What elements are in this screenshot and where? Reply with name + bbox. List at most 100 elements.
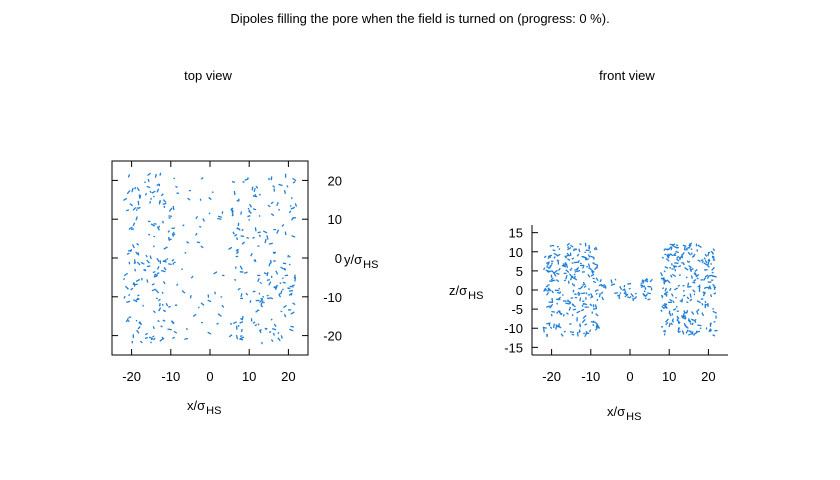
top-view-dipole	[156, 265, 160, 270]
top-view-dipole	[278, 293, 282, 298]
front-view-dipole	[699, 327, 702, 330]
top-view-dipole	[134, 268, 137, 272]
top-view-dipole	[217, 215, 222, 218]
top-view-dipole	[168, 215, 172, 218]
front-view-dipole	[685, 310, 689, 314]
top-view-dipole	[258, 234, 261, 238]
top-view-dipole	[152, 337, 156, 341]
front-view-dipole	[551, 297, 554, 302]
front-view-dipole	[665, 257, 670, 262]
front-view-dipole	[564, 255, 568, 259]
top-view-dipole	[289, 285, 294, 288]
front-view-dipole	[549, 245, 552, 248]
front-view-dipole	[709, 329, 713, 332]
front-view-dipole	[569, 268, 572, 272]
top-view-dipole	[288, 292, 293, 296]
top-view-dipole	[185, 327, 189, 330]
front-view-dipole	[662, 278, 665, 281]
top-view-dipole	[158, 302, 161, 307]
top-view-dipole	[282, 281, 286, 284]
front-view-dipole	[674, 287, 679, 291]
front-view-dipole	[588, 267, 592, 271]
front-view-dipole	[592, 277, 595, 280]
front-view-dipole	[686, 260, 689, 263]
front-view-dipole	[546, 265, 549, 269]
front-view-dipole	[551, 310, 555, 313]
top-view-dipole	[278, 292, 281, 295]
top-view-dipole	[151, 283, 155, 286]
front-view-dipole	[553, 252, 558, 256]
top-view-dipole	[262, 295, 265, 298]
front-view-dipole	[568, 273, 573, 278]
top-view-dipole	[126, 189, 131, 195]
front-view-dipole	[643, 290, 646, 293]
front-view-dipole	[676, 244, 679, 247]
top-view-dipole	[123, 295, 126, 299]
front-view-dipole	[695, 273, 700, 278]
top-view-dipole	[123, 272, 129, 277]
front-view-dipole	[583, 285, 587, 289]
front-view-dipole	[682, 263, 685, 266]
top-view-dipole	[200, 176, 204, 180]
front-view-dipole	[647, 292, 652, 295]
top-view-dipole	[241, 241, 246, 245]
front-view-dipole	[682, 244, 687, 247]
front-view-dipole	[633, 295, 638, 300]
front-view-dipole	[594, 266, 599, 271]
front-view-dipole	[694, 269, 698, 273]
top-view-dipole	[254, 227, 257, 232]
front-view-dipole	[596, 314, 599, 317]
front-view-dipole	[710, 263, 713, 265]
top-view-dipole	[162, 202, 167, 205]
top-view-dipole	[161, 291, 164, 295]
top-view-dipole	[262, 301, 265, 304]
front-view-dipole	[619, 292, 622, 295]
front-view-dipole	[670, 253, 674, 257]
top-view-dipole	[161, 303, 164, 306]
front-view-dipole	[545, 305, 551, 308]
front-view-dipole	[645, 277, 649, 281]
top-view-dipole	[146, 259, 150, 264]
front-view-dipole	[555, 326, 558, 330]
front-view-dipole	[668, 312, 672, 317]
front-view-dipole	[562, 265, 567, 268]
front-view-dipole	[697, 244, 702, 249]
top-view-dipole	[248, 209, 251, 212]
top-view-dipole	[269, 259, 272, 264]
front-view-dipole	[692, 281, 695, 284]
front-view-dipole	[703, 286, 708, 290]
top-view-dipole	[163, 310, 167, 313]
top-view-dipole	[128, 226, 133, 230]
front-view-dipole	[713, 292, 717, 295]
front-view-dipole	[672, 308, 677, 311]
top-view-dipole	[273, 251, 277, 255]
top-view-dipole	[262, 230, 268, 234]
top-view-dipole	[266, 278, 271, 281]
front-view-dipole	[703, 277, 707, 280]
front-view-dipole	[673, 245, 678, 249]
top-view-dipole	[258, 215, 261, 217]
top-view-dipole	[287, 254, 290, 258]
front-view-x-tick-label: 0	[626, 369, 633, 384]
top-view-dipole	[258, 292, 261, 295]
front-view-dipole	[686, 301, 689, 304]
top-view-dipole	[139, 321, 142, 326]
front-view-dipole	[669, 298, 673, 302]
front-view-dipole	[550, 277, 554, 281]
front-view-dipole	[600, 291, 604, 295]
front-view-dipole	[543, 255, 547, 259]
top-view-y-tick-label: -10	[323, 290, 342, 305]
front-view-dipole	[707, 259, 711, 264]
front-view-dipole	[542, 326, 547, 329]
top-view-dipole	[289, 205, 292, 208]
front-view-dipole	[681, 315, 686, 318]
top-view-dipole	[137, 326, 141, 330]
front-view-dipole	[675, 296, 677, 299]
top-view-dipole	[264, 238, 267, 244]
front-view-dipole	[684, 324, 688, 328]
top-view-x-tick-label: 10	[242, 369, 256, 384]
top-view-dipole	[156, 226, 160, 231]
top-view-dipole	[162, 199, 167, 203]
top-view-dipole	[129, 249, 133, 253]
top-view-dipole	[248, 218, 251, 221]
